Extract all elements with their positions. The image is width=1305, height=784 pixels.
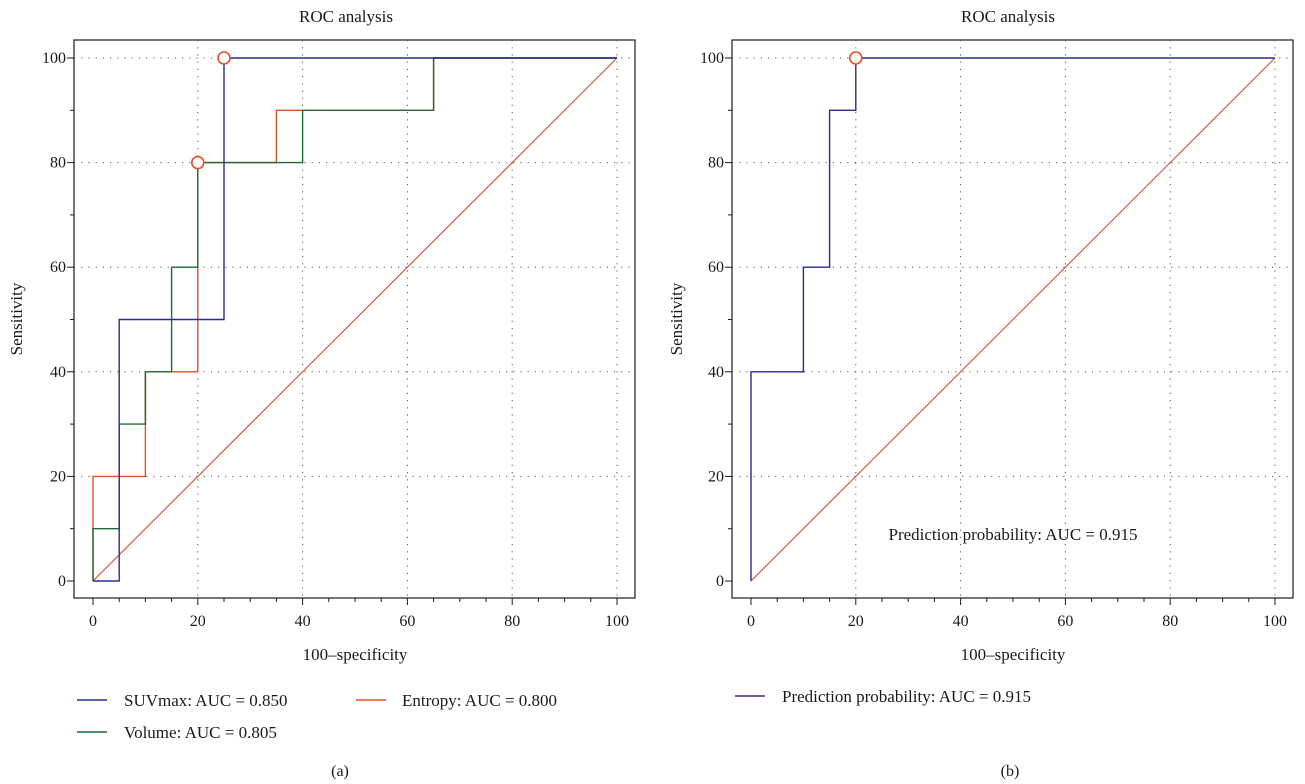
ticks-a bbox=[67, 57, 618, 605]
roc-curve-prediction bbox=[750, 57, 1275, 581]
roc-panel-b: ROC analysis 0 20 40 60 80 100 0 20 40 6… bbox=[667, 7, 1294, 780]
y-tick-b-5: 100 bbox=[700, 50, 724, 67]
chart-title-b: ROC analysis bbox=[961, 7, 1055, 26]
roc-panel-a: ROC analysis 0 20 40 60 80 100 0 20 40 6… bbox=[7, 7, 636, 780]
y-tick-a-1: 20 bbox=[50, 468, 66, 485]
x-tick-b-0: 0 bbox=[747, 613, 755, 630]
y-tick-b-3: 60 bbox=[708, 259, 724, 276]
x-tick-a-1: 20 bbox=[190, 613, 206, 630]
x-tick-a-4: 80 bbox=[504, 613, 520, 630]
panel-label-b: (b) bbox=[1001, 763, 1020, 780]
legend-label-entropy: Entropy: AUC = 0.800 bbox=[402, 691, 557, 710]
series-group-b bbox=[750, 51, 1276, 582]
y-tick-b-1: 20 bbox=[708, 468, 724, 485]
x-tick-b-1: 20 bbox=[848, 613, 864, 630]
reference-diagonal-line bbox=[92, 57, 618, 582]
auc-annotation-b: Prediction probability: AUC = 0.915 bbox=[889, 525, 1138, 544]
cutoff-marker-0 bbox=[848, 51, 863, 65]
legend-label-suvmax: SUVmax: AUC = 0.850 bbox=[124, 691, 288, 710]
y-tick-b-2: 40 bbox=[708, 364, 724, 381]
y-tick-a-0: 0 bbox=[58, 573, 66, 590]
y-tick-a-5: 100 bbox=[42, 50, 66, 67]
y-tick-a-4: 80 bbox=[50, 155, 66, 172]
legend-label-volume: Volume: AUC = 0.805 bbox=[124, 723, 277, 742]
x-axis-label-b: 100–specificity bbox=[961, 645, 1066, 664]
roc-curve-suvmax bbox=[93, 57, 617, 582]
x-tick-a-2: 40 bbox=[295, 613, 311, 630]
x-tick-a-5: 100 bbox=[605, 613, 629, 630]
series-group-a bbox=[92, 51, 618, 582]
y-axis-label-a: Sensitivity bbox=[7, 282, 26, 355]
legend-label-prediction: Prediction probability: AUC = 0.915 bbox=[782, 687, 1031, 706]
y-tick-a-3: 60 bbox=[50, 259, 66, 276]
x-axis-label-a: 100–specificity bbox=[303, 645, 408, 664]
x-tick-a-0: 0 bbox=[89, 613, 97, 630]
x-tick-b-2: 40 bbox=[953, 613, 969, 630]
cutoff-marker-0 bbox=[217, 51, 231, 65]
y-tick-a-2: 40 bbox=[50, 364, 66, 381]
x-tick-b-3: 60 bbox=[1057, 613, 1073, 630]
chart-title-a: ROC analysis bbox=[299, 7, 393, 26]
y-axis-label-b: Sensitivity bbox=[667, 282, 686, 355]
x-tick-b-5: 100 bbox=[1263, 613, 1287, 630]
panel-label-a: (a) bbox=[331, 763, 349, 780]
x-tick-a-3: 60 bbox=[399, 613, 415, 630]
ticks-b bbox=[725, 57, 1276, 605]
reference-diagonal-line bbox=[750, 57, 1276, 582]
y-tick-b-0: 0 bbox=[716, 573, 724, 590]
cutoff-marker-1 bbox=[191, 155, 205, 170]
y-tick-b-4: 80 bbox=[708, 155, 724, 172]
x-tick-b-4: 80 bbox=[1162, 613, 1178, 630]
